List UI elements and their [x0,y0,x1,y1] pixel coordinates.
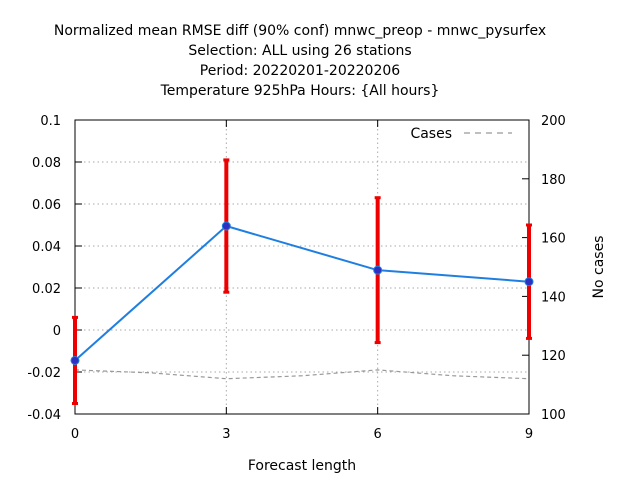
x-axis-label: Forecast length [248,458,356,474]
y2-tick-label: 160 [541,232,566,247]
title-line: Period: 20220201-20220206 [200,63,400,79]
y2-tick-label: 140 [541,290,566,305]
legend: Cases [410,126,512,142]
x-tick-label: 0 [71,427,79,442]
y2-tick-label: 200 [541,114,566,129]
x-tick-label: 6 [374,427,382,442]
y2-tick-label: 180 [541,173,566,188]
y-tick-label: 0.02 [32,282,61,297]
y2-tick-label: 120 [541,349,566,364]
chart-title: Normalized mean RMSE diff (90% conf) mnw… [54,23,546,99]
y-tick-label: 0.04 [32,240,61,255]
title-line: Normalized mean RMSE diff (90% conf) mnw… [54,23,546,39]
y-tick-label: 0.06 [32,198,61,213]
axis-ticks: -0.04 -0.02 0 0.02 0.04 0.06 0.08 0.1 0 3 6 9 100 120… [27,114,565,442]
series-layer [70,158,534,405]
title-line: Temperature 925hPa Hours: {All hours} [160,83,440,99]
cases-series-line [74,369,530,380]
y-tick-label: 0.1 [40,114,61,129]
data-point [221,221,231,231]
y-tick-label: -0.02 [27,366,61,381]
y2-axis-label: No cases [591,236,607,299]
x-tick-label: 3 [222,427,230,442]
grid [75,120,529,414]
data-point [524,277,534,287]
legend-label-cases: Cases [410,126,452,142]
plot-frame [74,119,530,415]
title-line: Selection: ALL using 26 stations [188,43,411,59]
y2-tick-label: 100 [541,408,566,423]
data-point [70,355,80,365]
y-tick-label: -0.04 [27,408,61,423]
x-tick-label: 9 [525,427,533,442]
rmse-diff-series-line [74,224,530,362]
y-tick-label: 0.08 [32,156,61,171]
y-tick-label: 0 [53,324,61,339]
data-point [373,265,383,275]
